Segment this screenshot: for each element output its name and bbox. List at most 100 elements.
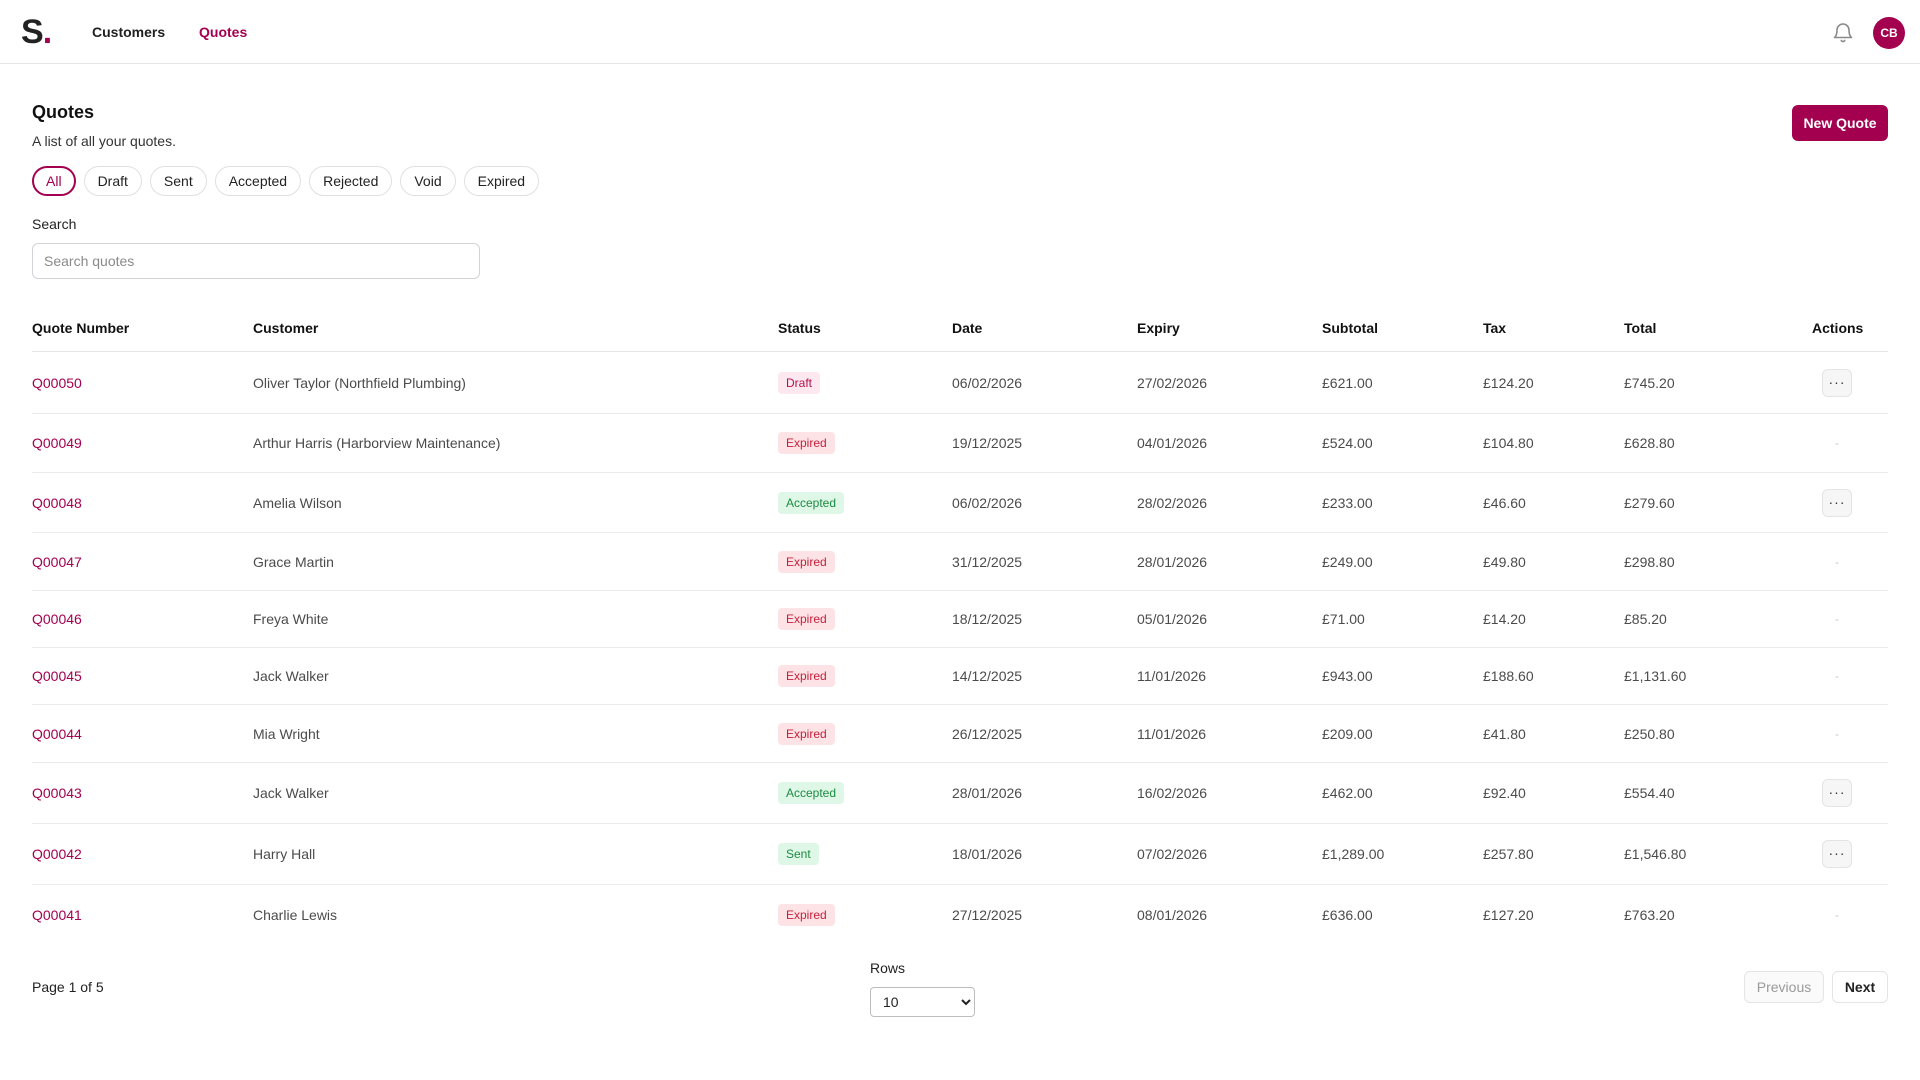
- filter-expired[interactable]: Expired: [463, 166, 540, 196]
- customer-cell: Freya White: [253, 611, 329, 627]
- status-badge: Sent: [778, 843, 819, 865]
- customer-cell: Amelia Wilson: [253, 494, 342, 511]
- user-avatar[interactable]: CB: [1873, 17, 1905, 49]
- column-header-total: Total: [1624, 320, 1657, 336]
- quote-number-link[interactable]: Q00047: [32, 553, 82, 570]
- status-cell: Expired: [778, 904, 835, 926]
- page-title: Quotes: [32, 102, 95, 122]
- actions-cell: ···: [1822, 840, 1852, 868]
- customer-cell: Harry Hall: [253, 846, 316, 862]
- status-badge: Expired: [778, 432, 835, 454]
- status-badge: Expired: [778, 550, 835, 573]
- column-header-status: Status: [778, 320, 821, 336]
- tax-cell: £104.80: [1483, 435, 1534, 451]
- total-cell: £298.80: [1624, 553, 1675, 570]
- filter-sent[interactable]: Sent: [149, 166, 207, 196]
- customer-cell: Grace Martin: [253, 553, 334, 570]
- search-input[interactable]: [32, 243, 480, 279]
- more-horizontal-icon[interactable]: ···: [1822, 368, 1852, 397]
- column-header-tax: Tax: [1483, 320, 1507, 336]
- quote-number-link[interactable]: Q00049: [32, 435, 82, 451]
- tax-cell: £41.80: [1483, 725, 1526, 742]
- expiry-cell: 07/02/2026: [1137, 846, 1208, 862]
- date-cell: 27/12/2025: [952, 907, 1023, 923]
- subtotal-cell: £209.00: [1322, 725, 1373, 742]
- table-row[interactable]: Q00043 Jack Walker Accepted 28/01/2026 1…: [32, 763, 1888, 824]
- more-horizontal-icon[interactable]: ···: [1822, 779, 1852, 807]
- date-cell: 28/01/2026: [952, 785, 1023, 801]
- subtotal-cell: £71.00: [1322, 611, 1365, 627]
- table-row[interactable]: Q00041 Charlie Lewis Expired 27/12/2025 …: [32, 885, 1888, 945]
- total-cell: £763.20: [1624, 907, 1675, 923]
- table-row[interactable]: Q00044 Mia Wright Expired 26/12/2025 11/…: [32, 705, 1888, 763]
- quote-number-link[interactable]: Q00045: [32, 668, 82, 684]
- no-action-placeholder: -: [1835, 554, 1839, 569]
- table-row[interactable]: Q00048 Amelia Wilson Accepted 06/02/2026…: [32, 473, 1888, 533]
- tax-cell: £92.40: [1483, 785, 1526, 801]
- new-quote-button[interactable]: New Quote: [1792, 105, 1888, 141]
- quote-number-link[interactable]: Q00044: [32, 725, 82, 742]
- date-cell: 31/12/2025: [952, 553, 1023, 570]
- total-cell: £554.40: [1624, 785, 1675, 801]
- column-header-date: Date: [952, 320, 983, 336]
- customer-cell: Jack Walker: [253, 785, 329, 801]
- quote-number-link[interactable]: Q00046: [32, 611, 82, 627]
- nav-link-quotes[interactable]: Quotes: [199, 24, 248, 40]
- tax-cell: £127.20: [1483, 907, 1534, 923]
- table-row[interactable]: Q00046 Freya White Expired 18/12/2025 05…: [32, 591, 1888, 648]
- filter-draft[interactable]: Draft: [83, 166, 142, 196]
- date-cell: 06/02/2026: [952, 374, 1023, 391]
- filter-all[interactable]: All: [32, 166, 76, 196]
- total-cell: £745.20: [1624, 374, 1675, 391]
- expiry-cell: 11/01/2026: [1137, 725, 1207, 742]
- previous-page-button[interactable]: Previous: [1744, 971, 1824, 1003]
- date-cell: 06/02/2026: [952, 494, 1023, 511]
- more-horizontal-icon[interactable]: ···: [1822, 840, 1852, 868]
- actions-cell: ···: [1822, 368, 1852, 397]
- rows-label: Rows: [870, 960, 906, 976]
- quote-number-link[interactable]: Q00041: [32, 907, 82, 923]
- actions-cell: ···: [1822, 488, 1852, 517]
- table-row[interactable]: Q00050 Oliver Taylor (Northfield Plumbin…: [32, 352, 1888, 414]
- quote-number-link[interactable]: Q00043: [32, 785, 82, 801]
- status-badge: Draft: [778, 371, 821, 394]
- status-filter-tabs: All Draft Sent Accepted Rejected Void Ex…: [32, 166, 540, 196]
- quote-number-link[interactable]: Q00050: [32, 374, 82, 391]
- expiry-cell: 11/01/2026: [1137, 668, 1207, 684]
- expiry-cell: 04/01/2026: [1137, 435, 1208, 451]
- actions-cell: ···: [1822, 779, 1852, 807]
- app-logo[interactable]: S.: [21, 12, 52, 52]
- status-badge: Expired: [778, 722, 835, 745]
- filter-rejected[interactable]: Rejected: [309, 166, 393, 196]
- column-header-subtotal: Subtotal: [1322, 320, 1378, 336]
- table-row[interactable]: Q00042 Harry Hall Sent 18/01/2026 07/02/…: [32, 824, 1888, 885]
- logo-letter: S: [21, 13, 44, 51]
- table-row[interactable]: Q00047 Grace Martin Expired 31/12/2025 2…: [32, 533, 1888, 591]
- tax-cell: £257.80: [1483, 846, 1534, 862]
- more-horizontal-icon[interactable]: ···: [1822, 488, 1852, 517]
- next-page-button[interactable]: Next: [1832, 971, 1888, 1003]
- status-cell: Expired: [778, 722, 835, 745]
- total-cell: £85.20: [1624, 611, 1667, 627]
- column-header-actions: Actions: [1812, 320, 1864, 336]
- quote-number-link[interactable]: Q00042: [32, 846, 82, 862]
- status-cell: Expired: [778, 665, 835, 687]
- rows-per-page-select[interactable]: 10: [870, 987, 975, 1017]
- table-row[interactable]: Q00045 Jack Walker Expired 14/12/2025 11…: [32, 648, 1888, 705]
- status-badge: Expired: [778, 665, 835, 687]
- quote-number-link[interactable]: Q00048: [32, 494, 82, 511]
- filter-accepted[interactable]: Accepted: [214, 166, 302, 196]
- no-action-placeholder: -: [1835, 612, 1839, 626]
- filter-void[interactable]: Void: [400, 166, 456, 196]
- bell-icon[interactable]: [1831, 20, 1855, 44]
- customer-cell: Arthur Harris (Harborview Maintenance): [253, 435, 501, 451]
- column-header-quote-number: Quote Number: [32, 320, 130, 336]
- tax-cell: £46.60: [1483, 494, 1526, 511]
- subtotal-cell: £1,289.00: [1322, 846, 1385, 862]
- total-cell: £628.80: [1624, 435, 1675, 451]
- total-cell: £250.80: [1624, 725, 1675, 742]
- nav-link-customers[interactable]: Customers: [92, 24, 166, 40]
- table-row[interactable]: Q00049 Arthur Harris (Harborview Mainten…: [32, 414, 1888, 473]
- no-action-placeholder: -: [1835, 669, 1839, 683]
- tax-cell: £124.20: [1483, 374, 1534, 391]
